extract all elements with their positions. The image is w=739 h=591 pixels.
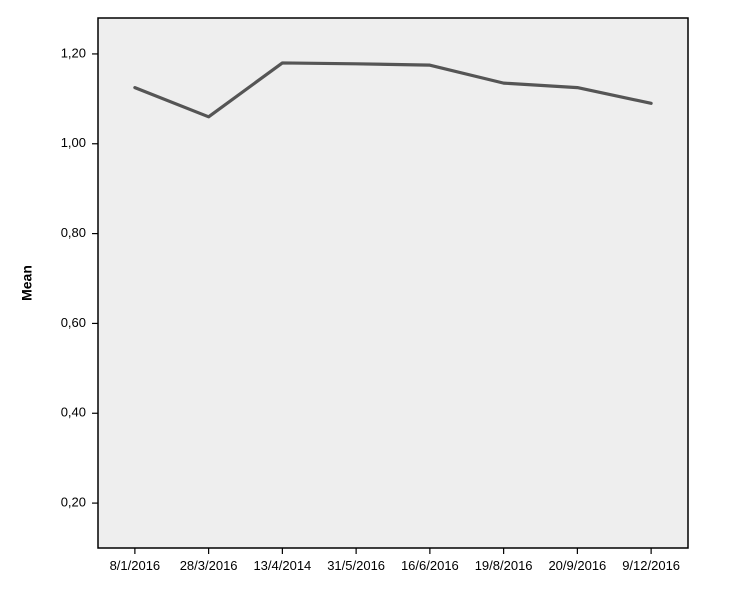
y-tick-label: 1,00 bbox=[61, 135, 86, 150]
x-tick-label: 28/3/2016 bbox=[180, 558, 238, 573]
x-tick-label: 13/4/2014 bbox=[253, 558, 311, 573]
line-chart: 0,20 0,40 0,60 0,80 1,00 1,20 Mean 8/1/2016 28/3… bbox=[0, 0, 739, 591]
y-tick-label: 1,20 bbox=[61, 45, 86, 60]
y-tick-label: 0,20 bbox=[61, 495, 86, 510]
y-tick-label: 0,60 bbox=[61, 315, 86, 330]
x-tick-label: 9/12/2016 bbox=[622, 558, 680, 573]
x-tick-label: 19/8/2016 bbox=[475, 558, 533, 573]
chart-container: 0,20 0,40 0,60 0,80 1,00 1,20 Mean 8/1/2016 28/3… bbox=[0, 0, 739, 591]
y-axis-title: Mean bbox=[19, 265, 35, 301]
x-tick-label: 31/5/2016 bbox=[327, 558, 385, 573]
x-tick-label: 16/6/2016 bbox=[401, 558, 459, 573]
y-tick-label: 0,80 bbox=[61, 225, 86, 240]
y-tick-label: 0,40 bbox=[61, 405, 86, 420]
x-tick-label: 20/9/2016 bbox=[548, 558, 606, 573]
x-tick-label: 8/1/2016 bbox=[110, 558, 161, 573]
